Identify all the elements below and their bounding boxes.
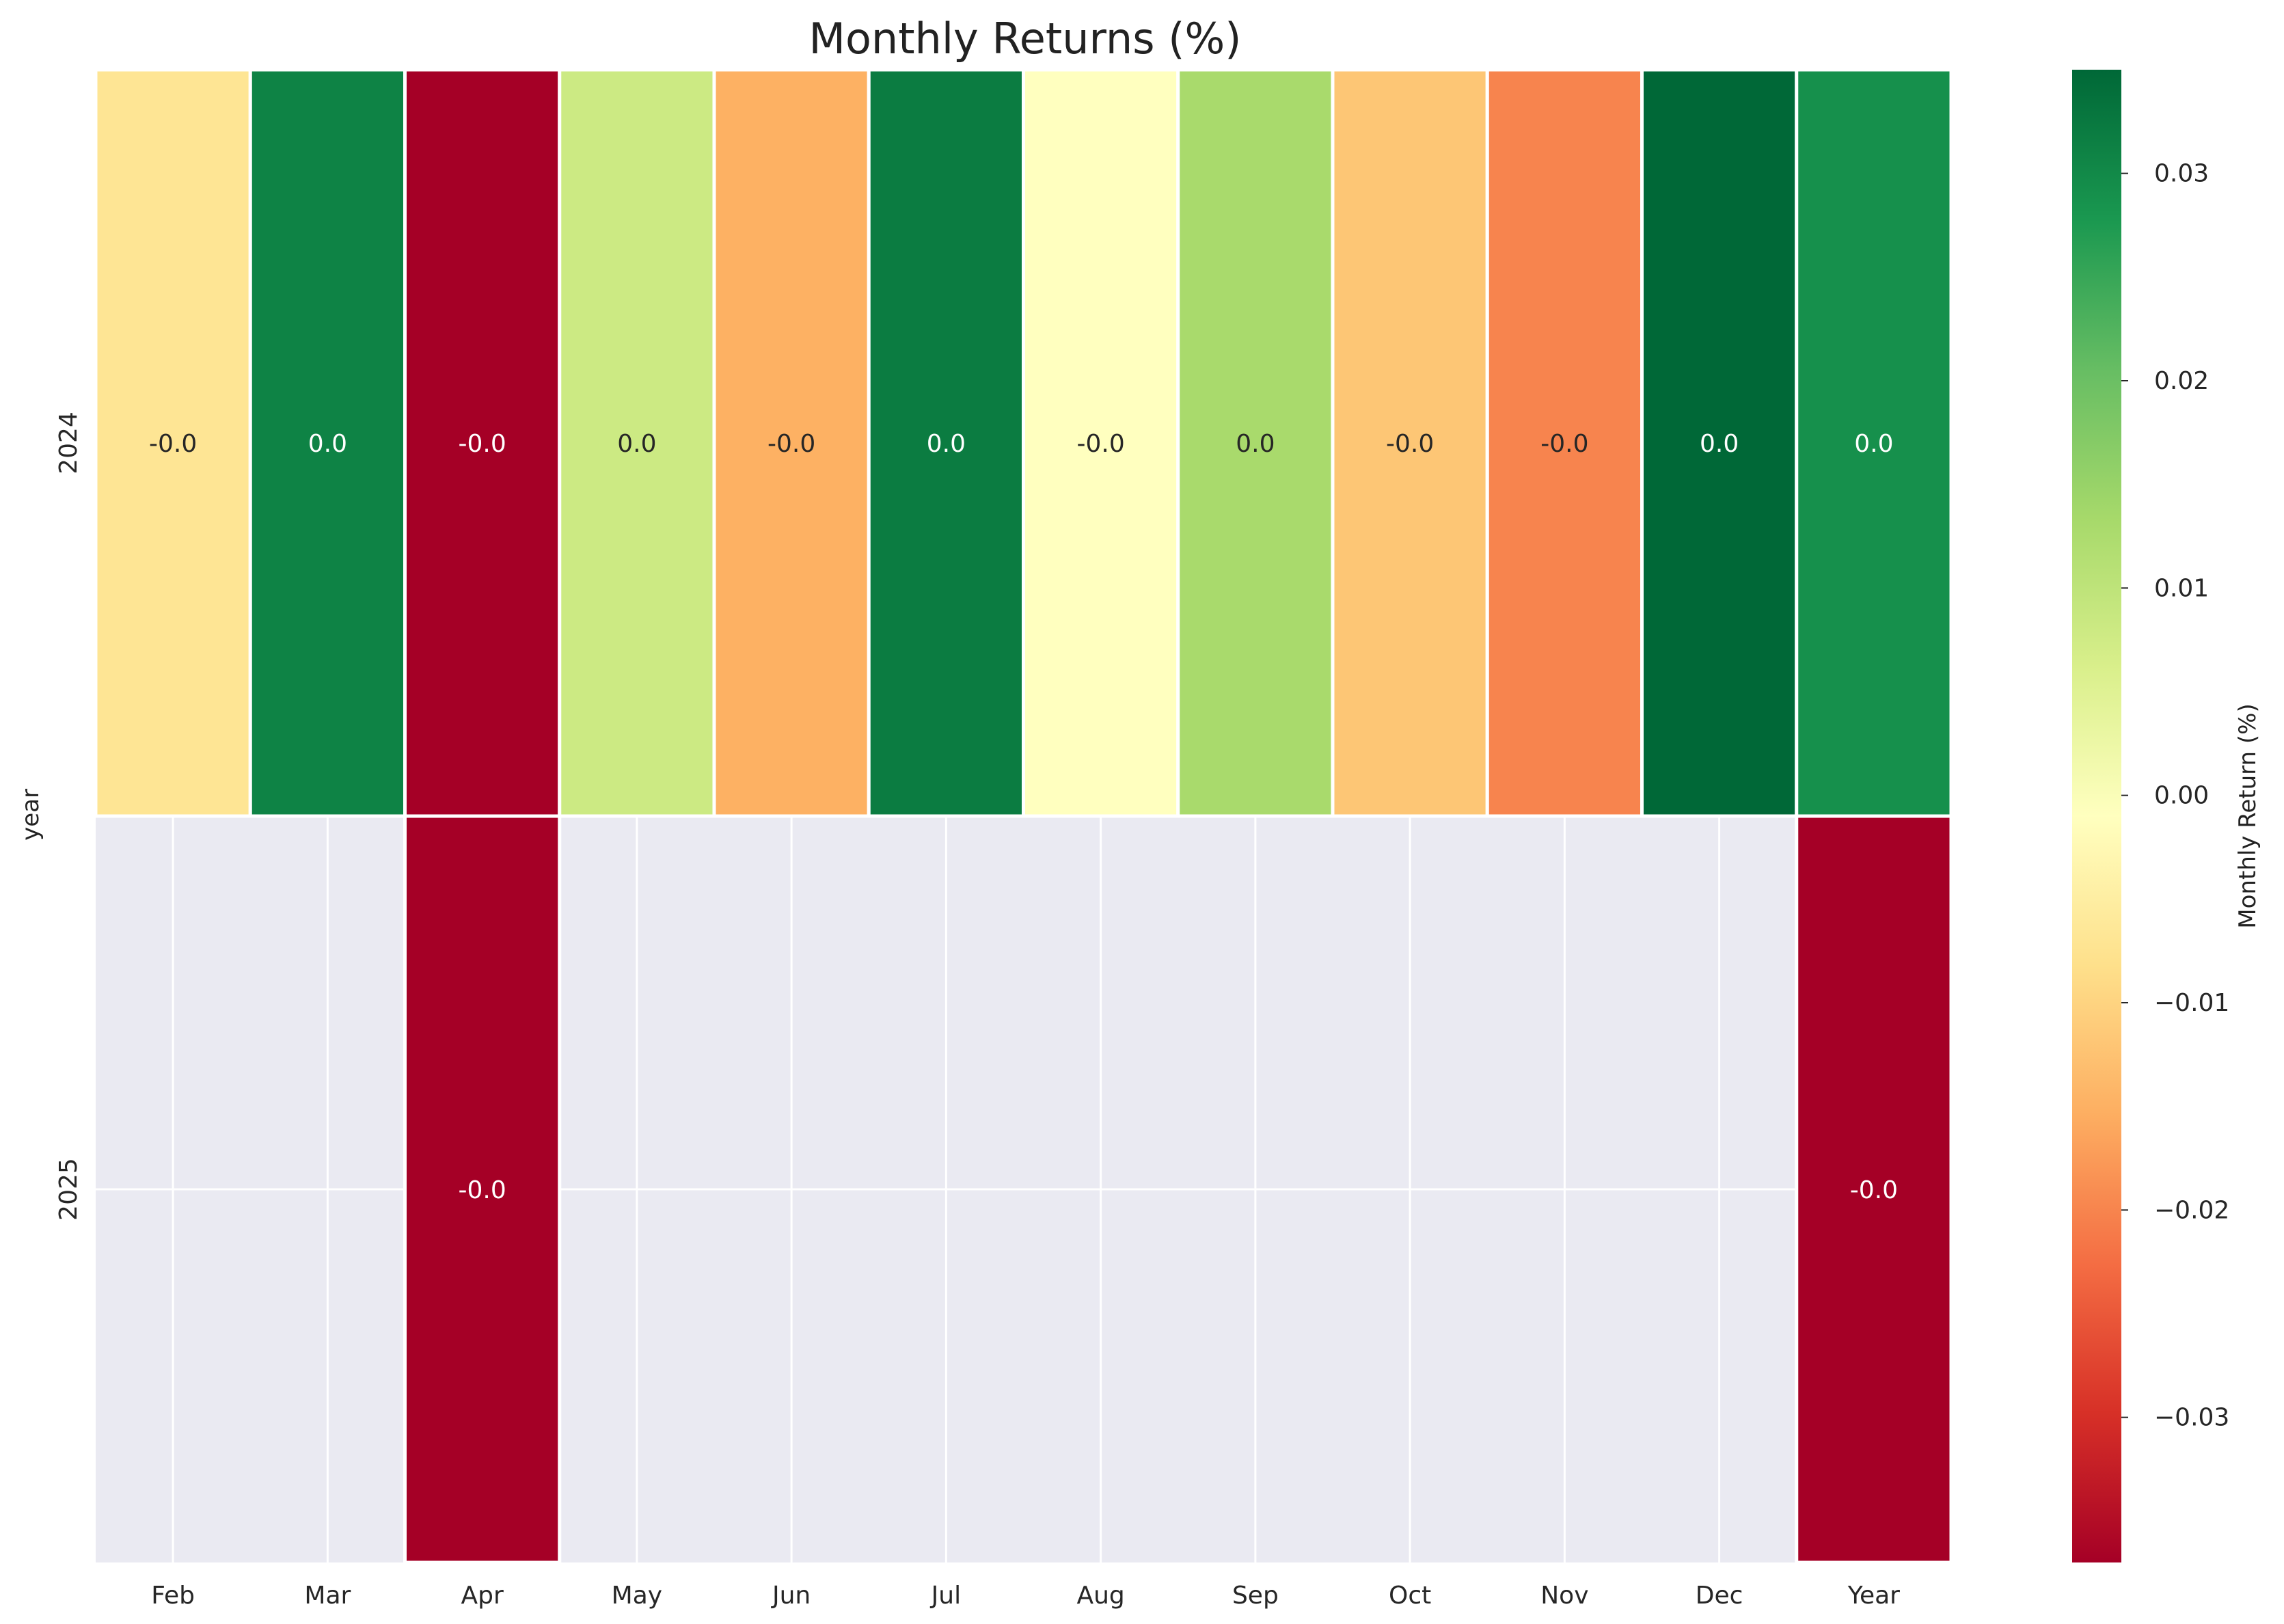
- colorbar-tick-label: 0.01: [2154, 574, 2209, 602]
- heatmap-cell-2024-oct: [1331, 68, 1489, 818]
- colorbar-gradient: [2072, 70, 2121, 1562]
- colorbar-ticks: −0.03 −0.02 −0.01 0.00 0.01 0.02 0.03: [2121, 160, 2229, 1432]
- cell-annotation: -0.0: [459, 1176, 506, 1204]
- y-axis-label: year: [17, 789, 44, 841]
- cell-annotation: -0.0: [767, 430, 815, 458]
- cell-annotation: -0.0: [1540, 430, 1588, 458]
- cell-annotation: 0.0: [1700, 430, 1739, 458]
- colorbar-label: Monthly Return (%): [2234, 703, 2261, 928]
- colorbar-tick-label: 0.03: [2154, 160, 2209, 188]
- y-tick-label: 2025: [55, 1158, 83, 1221]
- heatmap-cell-2024-sep: [1176, 68, 1335, 818]
- heatmap-cell-2024-year: [1795, 68, 1953, 818]
- cell-annotation: -0.0: [1077, 430, 1125, 458]
- x-tick-label: Apr: [461, 1582, 503, 1610]
- x-tick-label: Feb: [151, 1582, 195, 1610]
- colorbar-tick-label: 0.00: [2154, 782, 2209, 810]
- cell-annotation: -0.0: [1850, 1176, 1898, 1204]
- cell-annotation: 0.0: [1854, 430, 1893, 458]
- cell-annotation: 0.0: [927, 430, 966, 458]
- cell-annotation: 0.0: [617, 430, 656, 458]
- heatmap-cell-2024-mar: [248, 68, 407, 818]
- heatmap-cell-2024-apr: [403, 68, 562, 818]
- heatmap-cell-2025-apr: [403, 814, 562, 1565]
- heatmap-cell-2024-jul: [867, 68, 1025, 818]
- cell-annotation: -0.0: [149, 430, 197, 458]
- x-tick-label: Sep: [1232, 1582, 1279, 1610]
- x-tick-label: Year: [1847, 1582, 1900, 1610]
- heatmap-cell-2024-nov: [1485, 68, 1644, 818]
- x-tick-label: Nov: [1540, 1582, 1588, 1610]
- y-tick-label: 2024: [55, 411, 83, 474]
- x-tick-label: Dec: [1696, 1582, 1743, 1610]
- y-axis: 2024 2025: [55, 411, 83, 1221]
- heatmap-cell-2024-feb: [94, 68, 252, 818]
- heatmap-cell-2025-year: [1795, 814, 1953, 1565]
- cell-annotation: -0.0: [459, 430, 506, 458]
- x-axis: Feb Mar Apr May Jun Jul Aug Sep Oct Nov Dec Year: [151, 1582, 1900, 1610]
- x-tick-label: May: [612, 1582, 662, 1610]
- plot-area: -0.0 0.0 -0.0 0.0 -0.0 0.0 -0.0 0.0 -0.0 -0.0 0.0 0…: [94, 68, 1953, 1565]
- x-tick-label: Jul: [930, 1582, 961, 1610]
- x-tick-label: Aug: [1076, 1582, 1124, 1610]
- cell-annotation: 0.0: [308, 430, 347, 458]
- heatmap-cell-2024-aug: [1022, 68, 1180, 818]
- heatmap-cell-2024-dec: [1640, 68, 1799, 818]
- x-tick-label: Mar: [304, 1582, 351, 1610]
- chart-title: Monthly Returns (%): [809, 14, 1242, 64]
- colorbar-tick-label: −0.02: [2154, 1196, 2229, 1224]
- colorbar-tick-label: −0.03: [2154, 1404, 2229, 1432]
- colorbar: −0.03 −0.02 −0.01 0.00 0.01 0.02 0.03 Monthly …: [2072, 70, 2261, 1562]
- x-tick-label: Oct: [1389, 1582, 1431, 1610]
- cell-annotation: -0.0: [1386, 430, 1434, 458]
- colorbar-tick-label: 0.02: [2154, 367, 2209, 395]
- colorbar-tick-label: −0.01: [2154, 989, 2229, 1017]
- x-tick-label: Jun: [771, 1582, 811, 1610]
- cell-annotation: 0.0: [1236, 430, 1275, 458]
